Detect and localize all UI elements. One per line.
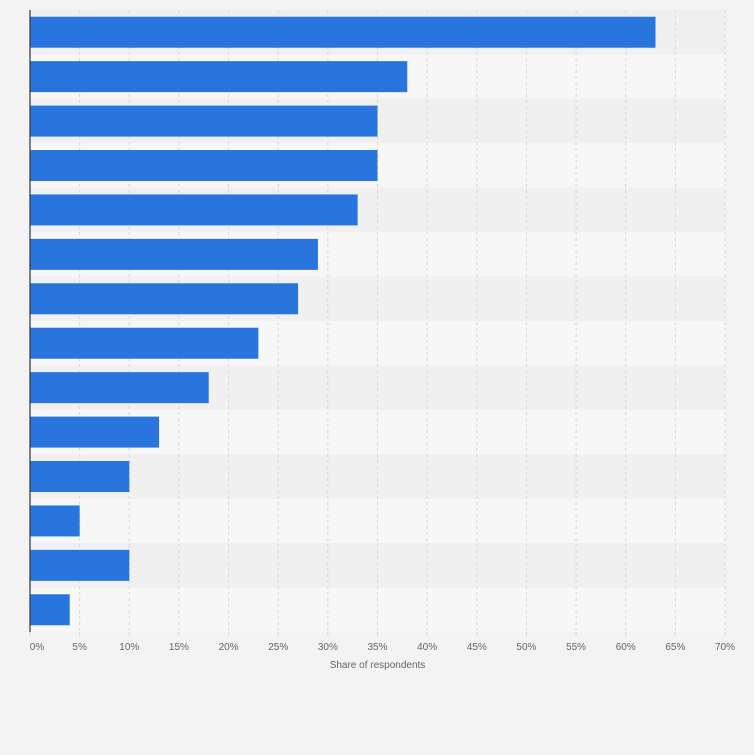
bar[interactable] xyxy=(30,16,656,48)
bar[interactable] xyxy=(30,505,80,537)
bar[interactable] xyxy=(30,238,318,270)
x-tick-label: 55% xyxy=(566,642,586,653)
x-tick-label: 40% xyxy=(417,642,437,653)
x-tick-label: 0% xyxy=(30,642,45,653)
bar[interactable] xyxy=(30,594,70,626)
x-axis-title: Share of respondents xyxy=(330,660,426,671)
bar[interactable] xyxy=(30,327,259,359)
bar[interactable] xyxy=(30,283,299,315)
x-tick-label: 5% xyxy=(72,642,87,653)
x-tick-label: 25% xyxy=(268,642,288,653)
x-tick-label: 65% xyxy=(665,642,685,653)
bar[interactable] xyxy=(30,461,130,492)
x-tick-label: 35% xyxy=(367,642,387,653)
bar[interactable] xyxy=(30,194,358,226)
x-tick-label: 15% xyxy=(169,642,189,653)
bar[interactable] xyxy=(30,61,408,93)
x-tick-label: 30% xyxy=(318,642,338,653)
x-tick-label: 60% xyxy=(616,642,636,653)
x-tick-label: 45% xyxy=(467,642,487,653)
x-tick-label: 70% xyxy=(715,642,735,653)
bar[interactable] xyxy=(30,372,209,404)
x-tick-label: 50% xyxy=(516,642,536,653)
bar[interactable] xyxy=(30,416,160,448)
bars xyxy=(30,16,656,626)
x-tick-label: 10% xyxy=(119,642,139,653)
x-axis-ticks: 0% 5% 10% 15% 20% 25% 30% 35% 40% 45% 50% 55% 60% 65%… xyxy=(29,632,735,653)
x-tick-label: 20% xyxy=(219,642,239,653)
bar[interactable] xyxy=(30,549,130,581)
bar[interactable] xyxy=(30,105,378,137)
bar[interactable] xyxy=(30,150,378,181)
